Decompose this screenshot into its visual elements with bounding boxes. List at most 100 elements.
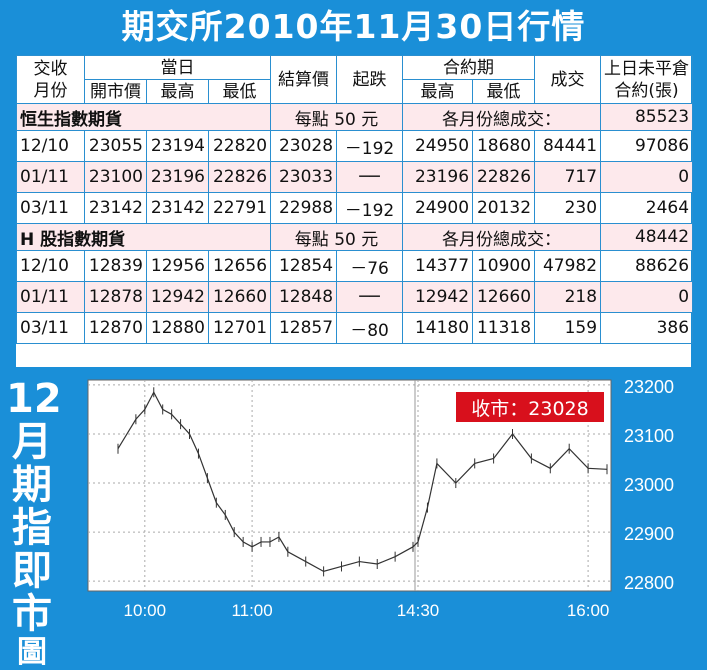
cell-low: 12701 xyxy=(207,312,272,344)
cell-cp-low: 20132 xyxy=(472,192,536,224)
quote-table: 交收 月份 當日 結算價 起跌 合約期 成交 上日未平倉 合約(張) 開市價 最高 … xyxy=(15,55,694,367)
group-row: 恒生指數期貨 每點 50 元各月份總成交： 85523 xyxy=(15,103,694,131)
cell-volume: 230 xyxy=(534,192,602,224)
side-title-char: 圖 xyxy=(17,635,47,670)
cell-oi: 88626 xyxy=(600,250,694,282)
cell-low: 12660 xyxy=(207,281,272,313)
cell-cp-high: 24950 xyxy=(402,130,474,162)
cell-low: 22791 xyxy=(207,192,272,224)
header-high: 最高 xyxy=(146,79,209,104)
group-row: H 股指數期貨 每點 50 元各月份總成交： 48442 xyxy=(15,223,694,251)
close-label-box xyxy=(456,392,604,422)
header-settle: 結算價 xyxy=(270,55,338,104)
cell-high: 23196 xyxy=(146,161,209,193)
table-row: 01/11 23100 23196 22826 23033 ── 23196 22826 717… xyxy=(16,161,694,193)
total-volume: 85523 xyxy=(600,103,694,131)
cell-volume: 84441 xyxy=(534,130,602,162)
close-label: 收市：23028 xyxy=(471,398,588,420)
y-tick-label: 23000 xyxy=(624,475,674,495)
cell-change: －192 xyxy=(336,130,404,162)
y-tick-label: 22800 xyxy=(624,573,674,593)
price-line xyxy=(117,390,608,573)
y-tick-label: 23200 xyxy=(624,377,674,397)
cell-open: 23100 xyxy=(84,161,147,193)
cell-change: ── xyxy=(336,281,404,313)
cell-month: 12/10 xyxy=(16,130,85,162)
total-label: 各月份總成交： xyxy=(402,103,602,131)
cell-low: 22826 xyxy=(207,161,272,193)
total-volume: 48442 xyxy=(600,223,694,251)
header-open-interest: 上日未平倉 合約(張) xyxy=(600,55,694,104)
cell-cp-high: 14377 xyxy=(402,250,474,282)
group-name: H 股指數期貨 xyxy=(15,223,272,251)
table-row: 12/10 12839 12956 12656 12854 －76 14377 10900 47… xyxy=(16,250,694,282)
x-tick-label: 14:30 xyxy=(397,601,440,620)
table-row: 03/11 12870 12880 12701 12857 －80 14180 11318 15… xyxy=(16,312,694,344)
cell-settle: 12854 xyxy=(270,250,338,282)
cell-cp-low: 18680 xyxy=(472,130,536,162)
header-change: 起跌 xyxy=(336,55,404,104)
header-month: 交收 月份 xyxy=(16,55,85,104)
cell-month: 01/11 xyxy=(16,281,85,313)
cell-month: 01/11 xyxy=(16,161,85,193)
cell-volume: 218 xyxy=(534,281,602,313)
cell-month: 03/11 xyxy=(16,192,85,224)
cell-open: 12878 xyxy=(84,281,147,313)
x-tick-label: 16:00 xyxy=(567,601,610,620)
cell-high: 12880 xyxy=(146,312,209,344)
side-title-char: 即 xyxy=(12,548,52,594)
cell-oi: 2464 xyxy=(600,192,694,224)
cell-low: 12656 xyxy=(207,250,272,282)
cell-oi: 0 xyxy=(600,281,694,313)
cell-cp-high: 12942 xyxy=(402,281,474,313)
cell-high: 23142 xyxy=(146,192,209,224)
cell-open: 23055 xyxy=(84,130,147,162)
header-open: 開市價 xyxy=(84,79,147,104)
header-volume: 成交 xyxy=(534,55,602,104)
total-label: 各月份總成交： xyxy=(402,223,602,251)
cell-cp-low: 12660 xyxy=(472,281,536,313)
cell-change: －80 xyxy=(336,312,404,344)
cell-change: －192 xyxy=(336,192,404,224)
side-title-char: 期 xyxy=(12,462,52,508)
side-title-char: 指 xyxy=(12,505,52,551)
cell-oi: 97086 xyxy=(600,130,694,162)
cell-oi: 0 xyxy=(600,161,694,193)
cell-cp-low: 10900 xyxy=(472,250,536,282)
y-tick-label: 22900 xyxy=(624,524,674,544)
chart-side-title: 12 月期指即市圖 xyxy=(6,376,62,670)
header-cp-low: 最低 xyxy=(472,79,536,104)
cell-cp-high: 14180 xyxy=(402,312,474,344)
y-tick-label: 23100 xyxy=(624,426,674,446)
cell-volume: 47982 xyxy=(534,250,602,282)
cell-settle: 23033 xyxy=(270,161,338,193)
page-title: 期交所2010年11月30日行情 xyxy=(121,7,586,46)
group-name: 恒生指數期貨 xyxy=(15,103,272,131)
cell-low: 22820 xyxy=(207,130,272,162)
cell-volume: 159 xyxy=(534,312,602,344)
cell-cp-high: 23196 xyxy=(402,161,474,193)
cell-month: 03/11 xyxy=(16,312,85,344)
header-contract-period: 合約期 xyxy=(402,55,536,80)
cell-high: 12956 xyxy=(146,250,209,282)
table-row: 12/10 23055 23194 22820 23028 －192 24950 18680 8… xyxy=(16,130,694,162)
side-title-char: 市 xyxy=(12,591,52,637)
side-title-char: 月 xyxy=(12,419,52,465)
cell-change: ── xyxy=(336,161,404,193)
cell-high: 12942 xyxy=(146,281,209,313)
cell-volume: 717 xyxy=(534,161,602,193)
cell-change: －76 xyxy=(336,250,404,282)
per-point: 每點 50 元 xyxy=(270,223,404,251)
cell-settle: 23028 xyxy=(270,130,338,162)
x-tick-label: 10:00 xyxy=(124,601,167,620)
side-title-char: 12 xyxy=(6,376,62,422)
header-cp-high: 最高 xyxy=(402,79,474,104)
cell-open: 23142 xyxy=(84,192,147,224)
cell-high: 23194 xyxy=(146,130,209,162)
cell-settle: 22988 xyxy=(270,192,338,224)
table-row: 01/11 12878 12942 12660 12848 ── 12942 12660 218… xyxy=(16,281,694,313)
x-tick-label: 11:00 xyxy=(231,601,272,620)
cell-oi: 386 xyxy=(600,312,694,344)
cell-month: 12/10 xyxy=(16,250,85,282)
intraday-chart: 23200 23100 23000 22900 22800 10:00 11:00 14:30… xyxy=(87,377,674,620)
